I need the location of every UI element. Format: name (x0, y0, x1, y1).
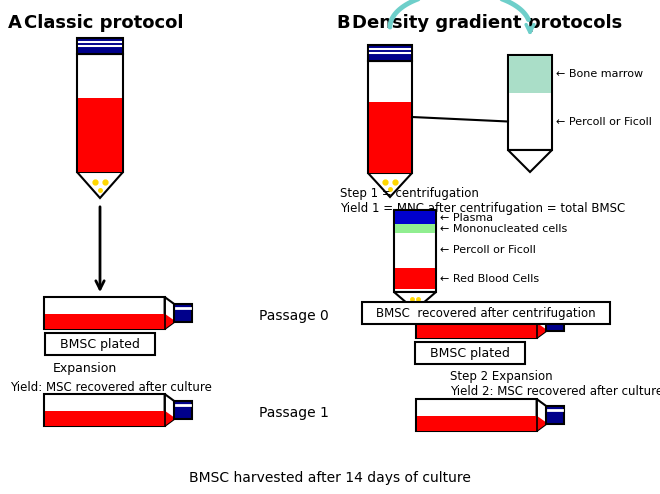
Polygon shape (537, 415, 546, 431)
Text: Expansion: Expansion (53, 362, 117, 375)
Bar (362, 302, 610, 324)
Bar (174, 401, 192, 419)
Bar (395, 224, 435, 233)
Bar (174, 304, 192, 322)
Text: Yield: MSC recovered after culture: Yield: MSC recovered after culture (10, 381, 212, 394)
Text: BMSC plated: BMSC plated (60, 337, 140, 351)
Text: Step 2 Expansion
Yield 2: MSC recovered after culture: Step 2 Expansion Yield 2: MSC recovered … (450, 370, 660, 398)
Polygon shape (77, 172, 123, 198)
Text: Passage 1: Passage 1 (259, 406, 329, 420)
Text: ← Plasma: ← Plasma (440, 212, 493, 223)
Bar (45, 333, 155, 355)
Text: A: A (8, 14, 22, 32)
Polygon shape (537, 399, 546, 431)
Text: ← Mononucleated cells: ← Mononucleated cells (440, 224, 567, 234)
Bar (395, 268, 435, 288)
Bar (416, 399, 537, 431)
Bar (77, 54, 123, 172)
Polygon shape (164, 314, 174, 329)
Bar (508, 55, 552, 150)
Bar (44, 394, 164, 426)
Polygon shape (368, 173, 412, 197)
Bar (546, 406, 564, 424)
Bar (417, 323, 537, 338)
Polygon shape (164, 394, 174, 426)
Text: ← Percoll or Ficoll: ← Percoll or Ficoll (440, 246, 536, 255)
Bar (78, 98, 122, 172)
Text: Passage 0: Passage 0 (259, 309, 329, 323)
Polygon shape (537, 323, 546, 338)
Text: BMSC  recovered after centrifugation: BMSC recovered after centrifugation (376, 306, 596, 320)
Bar (416, 306, 537, 338)
Text: ← Percoll or Ficoll: ← Percoll or Ficoll (556, 117, 652, 126)
Polygon shape (164, 411, 174, 426)
Bar (417, 415, 537, 431)
Text: BMSC harvested after 14 days of culture: BMSC harvested after 14 days of culture (189, 471, 471, 485)
Bar (415, 342, 525, 364)
Text: ← Red Blood Cells: ← Red Blood Cells (440, 274, 539, 284)
Bar (45, 411, 164, 426)
Bar (394, 210, 436, 292)
Polygon shape (394, 292, 436, 310)
Text: Classic protocol: Classic protocol (24, 14, 183, 32)
Bar (368, 61, 412, 173)
Polygon shape (508, 150, 552, 172)
Text: ← Bone marrow: ← Bone marrow (556, 69, 643, 79)
Text: B: B (336, 14, 350, 32)
Bar (546, 313, 564, 331)
Polygon shape (537, 306, 546, 338)
Text: BMSC plated: BMSC plated (430, 346, 510, 360)
Bar (509, 56, 551, 93)
Bar (369, 102, 411, 173)
Polygon shape (164, 297, 174, 329)
Text: Density gradient protocols: Density gradient protocols (352, 14, 622, 32)
Bar (368, 45, 412, 61)
Bar (77, 38, 123, 54)
Bar (395, 211, 435, 224)
Bar (44, 297, 164, 329)
Text: Step 1 = centrifugation
Yield 1 = MNC after centrifugation = total BMSC: Step 1 = centrifugation Yield 1 = MNC af… (340, 187, 625, 215)
Bar (45, 314, 164, 329)
